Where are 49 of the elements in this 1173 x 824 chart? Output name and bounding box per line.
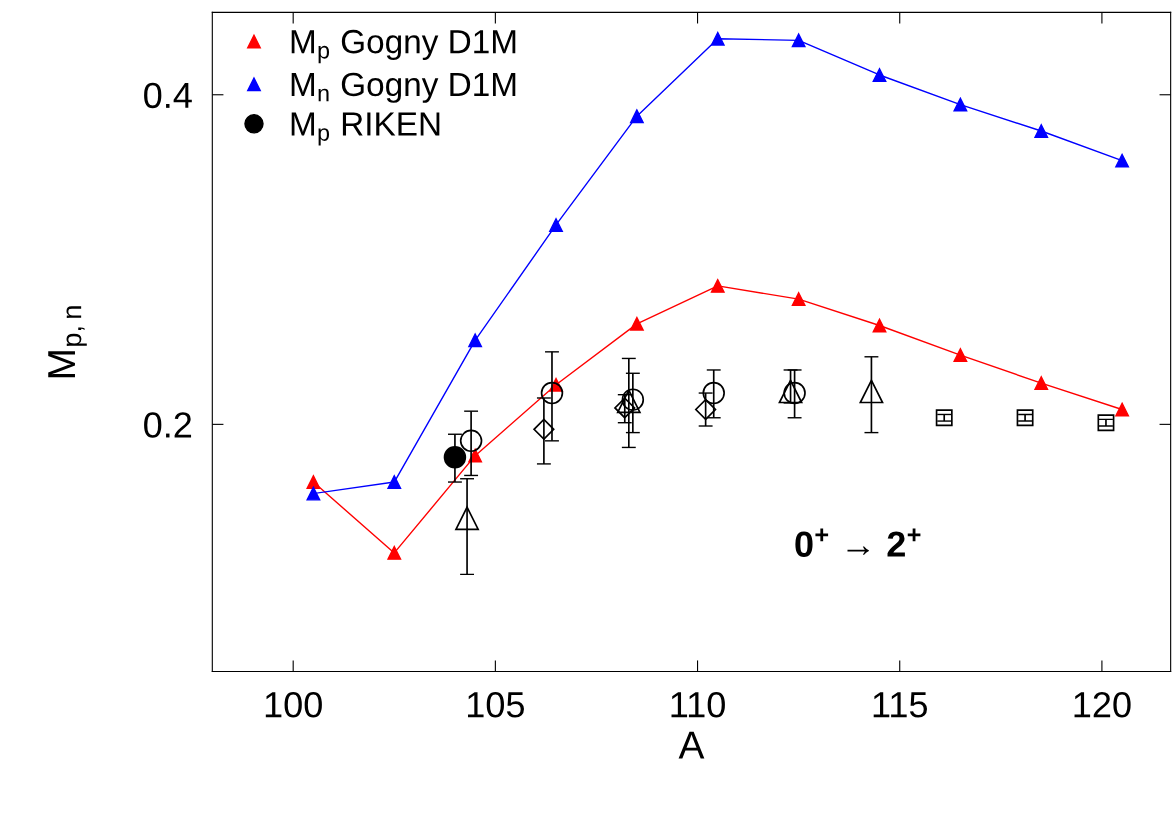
point (1115, 153, 1130, 168)
point (629, 109, 644, 124)
point (443, 446, 467, 469)
point (1097, 414, 1115, 432)
point (783, 381, 806, 405)
legend-label: M$_{n}$ Gogny D1M (291, 72, 516, 103)
legend-label: M$_{p}$ Gogny D1M (291, 29, 516, 64)
annotation: 0$^{+}$ → 2$^{+}$ (795, 528, 921, 557)
y-tick-label: 0.2 (144, 412, 192, 438)
point (306, 486, 321, 501)
point (872, 68, 887, 82)
point (549, 218, 563, 232)
point (1016, 409, 1034, 427)
point (953, 348, 968, 363)
point (540, 381, 564, 405)
point (1034, 376, 1049, 391)
point (621, 388, 645, 411)
point (306, 475, 321, 489)
point (702, 381, 725, 405)
point (872, 318, 887, 333)
point (953, 97, 968, 112)
point (935, 409, 953, 427)
point (791, 292, 806, 307)
point (614, 397, 636, 419)
point (616, 389, 641, 414)
x-tick-label: 110 (671, 691, 725, 718)
point (778, 379, 803, 404)
x-tick-label: 100 (265, 691, 322, 718)
legend-label: M$_{p}$ RIKEN (291, 112, 440, 146)
y-axis-title: M$_{p,n}$ (48, 306, 87, 378)
x-axis-title: A (678, 731, 705, 759)
point (710, 31, 725, 46)
point (1115, 402, 1130, 417)
point (459, 429, 483, 453)
point (710, 278, 725, 293)
point (629, 316, 644, 331)
point (694, 398, 717, 421)
point (533, 418, 555, 440)
point (455, 506, 480, 531)
point (859, 379, 884, 404)
x-tick-label: 105 (468, 691, 524, 718)
y-tick-label: 0.4 (144, 82, 192, 109)
point (791, 33, 806, 48)
x-tick-label: 120 (1074, 691, 1131, 718)
point (387, 475, 402, 489)
point (387, 545, 402, 560)
point (468, 333, 483, 348)
point (1034, 124, 1049, 138)
x-tick-label: 115 (873, 692, 928, 718)
